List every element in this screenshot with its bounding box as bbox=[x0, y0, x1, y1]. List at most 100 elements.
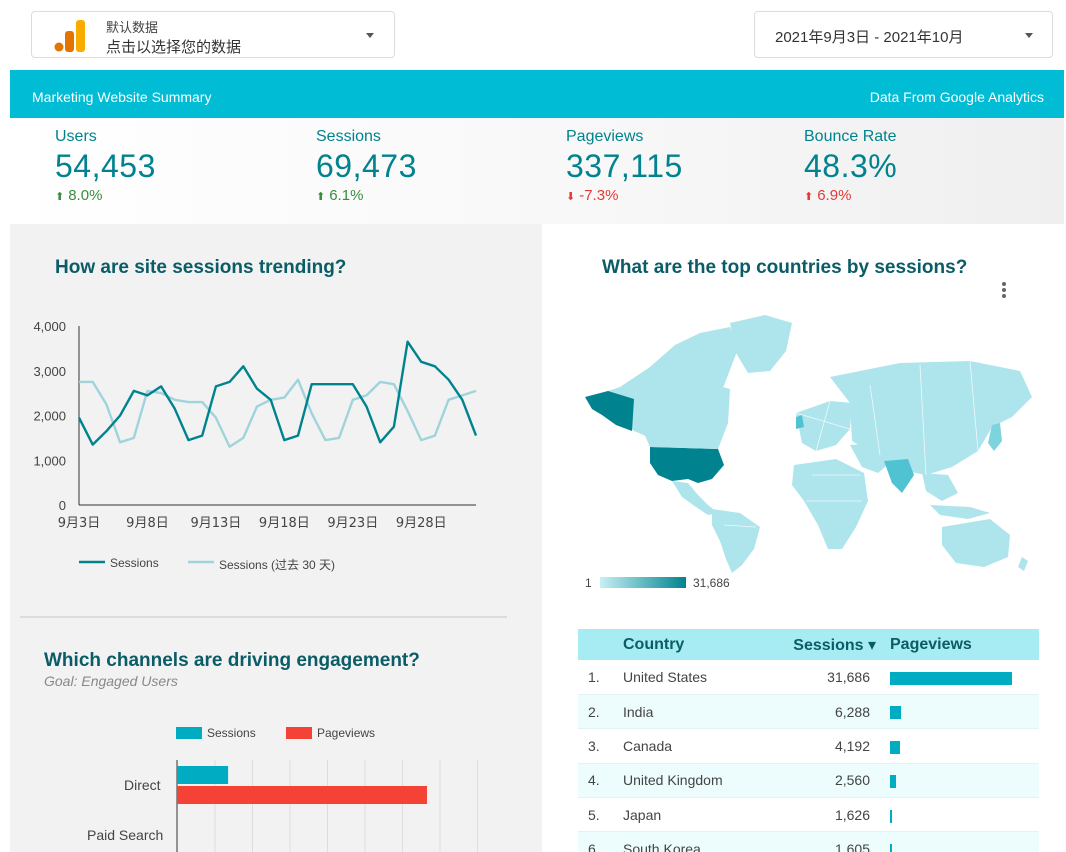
pageviews-bar bbox=[890, 671, 1012, 685]
legend-pageviews-label: Pageviews bbox=[317, 726, 376, 740]
y-tick-label: 0 bbox=[59, 498, 66, 513]
date-range-value: 2021年9月3日 - 2021年10月 bbox=[775, 29, 964, 46]
header-country[interactable]: Country bbox=[623, 629, 793, 660]
map-region-canada bbox=[638, 381, 730, 449]
date-range-selector[interactable]: 2021年9月3日 - 2021年10月 bbox=[754, 11, 1053, 58]
kpi-value: 54,453 bbox=[55, 148, 156, 184]
map-region-india bbox=[884, 459, 914, 493]
kpi-change-value: 6.9% bbox=[817, 187, 852, 204]
row-sessions: 6,288 bbox=[793, 694, 888, 730]
map-region-alaska bbox=[585, 391, 634, 431]
row-country: South Korea bbox=[623, 831, 793, 852]
map-legend-gradient bbox=[600, 577, 686, 588]
header-rank bbox=[578, 629, 623, 660]
row-pageviews bbox=[888, 728, 1039, 764]
row-country: Canada bbox=[623, 728, 793, 764]
kpi-change-value: 6.1% bbox=[329, 187, 364, 204]
kpi-bounce-rate[interactable]: Bounce Rate 48.3% ⬆ 6.9% bbox=[804, 128, 897, 204]
y-tick-label: 4,000 bbox=[33, 319, 66, 334]
map-legend-max: 31,686 bbox=[693, 576, 730, 590]
row-sessions: 2,560 bbox=[793, 763, 888, 799]
table-header-row: Country Sessions ▾ Pageviews bbox=[578, 629, 1039, 660]
row-sessions: 1,626 bbox=[793, 797, 888, 833]
channels-title: Which channels are driving engagement? bbox=[44, 650, 420, 671]
row-rank: 1. bbox=[578, 660, 623, 695]
row-rank: 4. bbox=[578, 763, 623, 799]
channels-bar-chart[interactable] bbox=[0, 720, 540, 852]
row-country: India bbox=[623, 694, 793, 730]
map-region-japan bbox=[988, 423, 1002, 451]
bar-direct-sessions bbox=[177, 766, 229, 784]
row-sessions: 1,605 bbox=[793, 831, 888, 852]
countries-title: What are the top countries by sessions? bbox=[602, 257, 968, 278]
x-tick-label: 9月18日 bbox=[259, 516, 310, 531]
kpi-label: Users bbox=[55, 128, 97, 145]
pageviews-bar bbox=[890, 706, 901, 720]
x-tick-label: 9月23日 bbox=[327, 516, 378, 531]
legend-sessions-label: Sessions bbox=[207, 726, 256, 740]
kpi-sessions[interactable]: Sessions 69,473 ⬆ 6.1% bbox=[316, 128, 417, 204]
arrow-up-icon: ⬆ bbox=[804, 191, 814, 203]
table-row[interactable]: 5. Japan 1,626 bbox=[578, 797, 1039, 833]
kpi-users[interactable]: Users 54,453 ⬆ 8.0% bbox=[55, 128, 156, 204]
legend-sessions-label: Sessions bbox=[110, 556, 159, 570]
x-tick-label: 9月8日 bbox=[126, 516, 169, 531]
table-row[interactable]: 3. Canada 4,192 bbox=[578, 728, 1039, 764]
report-header-banner: Marketing Website Summary Data From Goog… bbox=[10, 70, 1064, 118]
report-title: Marketing Website Summary bbox=[32, 89, 212, 105]
kpi-change: ⬆ 6.1% bbox=[316, 187, 417, 204]
map-region-uk bbox=[796, 415, 804, 429]
y-tick-label: 1,000 bbox=[33, 453, 66, 468]
kpi-pageviews[interactable]: Pageviews 337,115 ⬇ -7.3% bbox=[566, 128, 683, 204]
kpi-change: ⬆ 8.0% bbox=[55, 187, 156, 204]
row-pageviews bbox=[888, 797, 1039, 833]
legend-sessions-swatch bbox=[79, 560, 105, 564]
legend-sessions-swatch bbox=[176, 727, 202, 739]
header-pageviews[interactable]: Pageviews bbox=[888, 629, 1039, 660]
row-rank: 2. bbox=[578, 694, 623, 730]
data-source-prompt: 点击以选择您的数据 bbox=[106, 39, 242, 56]
map-region-usa bbox=[650, 447, 724, 483]
x-tick-label: 9月3日 bbox=[58, 516, 101, 531]
kpi-value: 69,473 bbox=[316, 148, 417, 184]
row-sessions: 31,686 bbox=[793, 660, 888, 695]
map-region-south-america bbox=[712, 509, 760, 573]
row-pageviews bbox=[888, 660, 1039, 695]
row-pageviews bbox=[888, 694, 1039, 730]
sessions-line-chart[interactable]: 0 1,000 2,000 3,000 4,000 9月3日 9月8日 9月13日 9月18日 9… bbox=[0, 300, 540, 590]
world-geo-map[interactable] bbox=[580, 305, 1036, 575]
more-options-icon[interactable] bbox=[1001, 282, 1007, 300]
map-region-europe bbox=[796, 401, 852, 451]
map-region-middle-east bbox=[850, 443, 892, 473]
map-region-africa bbox=[792, 459, 868, 549]
map-region-new-zealand bbox=[1018, 557, 1028, 571]
header-sessions-sort[interactable]: Sessions ▾ bbox=[793, 629, 888, 660]
chevron-down-icon bbox=[1025, 33, 1033, 38]
chevron-down-icon bbox=[366, 33, 374, 38]
y-tick-label: 2,000 bbox=[33, 409, 66, 424]
kpi-change: ⬇ -7.3% bbox=[566, 187, 683, 204]
row-pageviews bbox=[888, 831, 1039, 852]
legend-pageviews-swatch bbox=[286, 727, 312, 739]
legend-previous-label: Sessions (过去 30 天) bbox=[219, 558, 336, 572]
x-tick-label: 9月28日 bbox=[396, 516, 447, 531]
kpi-change-value: -7.3% bbox=[579, 187, 619, 204]
channel-label-paid-search: Paid Search bbox=[87, 827, 164, 843]
arrow-down-icon: ⬇ bbox=[566, 191, 576, 203]
table-row[interactable]: 6. South Korea 1,605 bbox=[578, 831, 1039, 852]
channel-label-direct: Direct bbox=[124, 777, 161, 793]
row-pageviews bbox=[888, 763, 1039, 799]
table-row[interactable]: 2. India 6,288 bbox=[578, 694, 1039, 730]
arrow-up-icon: ⬆ bbox=[316, 191, 326, 203]
table-row[interactable]: 1. United States 31,686 bbox=[578, 660, 1039, 695]
data-source-selector[interactable]: 默认数据 点击以选择您的数据 bbox=[31, 11, 395, 58]
sessions-trend-title: How are site sessions trending? bbox=[55, 257, 347, 278]
kpi-value: 337,115 bbox=[566, 148, 683, 184]
kpi-scorecards: Users 54,453 ⬆ 8.0% Sessions 69,473 ⬆ 6.1%… bbox=[10, 118, 1064, 224]
analytics-logo-icon bbox=[54, 20, 85, 52]
kpi-label: Pageviews bbox=[566, 128, 644, 145]
series-line-sessions bbox=[77, 340, 478, 446]
arrow-up-icon: ⬆ bbox=[55, 191, 65, 203]
table-row[interactable]: 4. United Kingdom 2,560 bbox=[578, 763, 1039, 799]
map-region-australia bbox=[942, 519, 1010, 567]
